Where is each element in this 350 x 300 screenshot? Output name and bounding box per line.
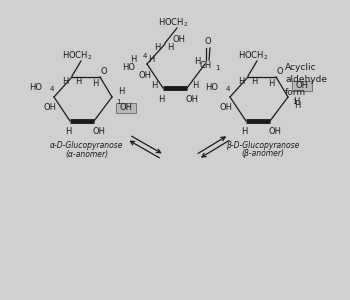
- Text: OH: OH: [295, 82, 308, 91]
- Text: H: H: [251, 76, 257, 85]
- Text: H: H: [192, 80, 198, 89]
- Text: H: H: [118, 88, 124, 97]
- Text: H: H: [154, 44, 160, 52]
- Text: H: H: [65, 127, 71, 136]
- Text: H: H: [148, 55, 154, 64]
- Text: α-D-Glucopyranose: α-D-Glucopyranose: [50, 140, 124, 149]
- Text: H: H: [294, 100, 300, 109]
- Text: OH: OH: [186, 95, 198, 104]
- Text: H: H: [194, 56, 200, 65]
- Text: 1: 1: [292, 99, 296, 105]
- Text: HO: HO: [122, 64, 135, 73]
- Text: HOCH$_2$: HOCH$_2$: [158, 17, 188, 29]
- Text: HO: HO: [205, 82, 218, 91]
- Text: OH: OH: [173, 35, 186, 44]
- Text: H: H: [75, 76, 81, 85]
- Text: H: H: [293, 98, 299, 106]
- Text: 4: 4: [226, 86, 230, 92]
- Text: (α-anomer): (α-anomer): [65, 149, 108, 158]
- Text: O: O: [101, 68, 107, 76]
- Text: OH: OH: [219, 103, 232, 112]
- Text: β-D-Glucopyranose: β-D-Glucopyranose: [226, 140, 300, 149]
- Text: HOCH$_2$: HOCH$_2$: [238, 50, 268, 62]
- Text: H: H: [62, 76, 68, 85]
- Text: OH: OH: [268, 127, 281, 136]
- Text: OH: OH: [119, 103, 133, 112]
- Text: H: H: [167, 44, 173, 52]
- Text: CH: CH: [200, 61, 212, 70]
- Text: (β-anomer): (β-anomer): [241, 149, 285, 158]
- Text: HO: HO: [29, 82, 42, 91]
- Text: HOCH$_2$: HOCH$_2$: [62, 50, 92, 62]
- Text: 4: 4: [50, 86, 54, 92]
- Bar: [116, 103, 136, 113]
- Text: 1: 1: [215, 65, 219, 71]
- Text: H: H: [268, 79, 274, 88]
- Text: O: O: [277, 68, 283, 76]
- Text: H: H: [130, 55, 136, 64]
- Text: O: O: [205, 38, 211, 46]
- Text: OH: OH: [139, 71, 152, 80]
- Text: H: H: [151, 80, 157, 89]
- Text: H: H: [92, 79, 98, 88]
- Bar: [292, 81, 312, 91]
- Text: H: H: [158, 95, 164, 104]
- Text: OH: OH: [92, 127, 105, 136]
- Text: Acyclic
aldehyde
form: Acyclic aldehyde form: [285, 63, 327, 97]
- Text: 1: 1: [116, 99, 120, 105]
- Text: H: H: [238, 76, 244, 85]
- Text: OH: OH: [43, 103, 56, 112]
- Text: 4: 4: [143, 53, 147, 59]
- Text: H: H: [241, 127, 247, 136]
